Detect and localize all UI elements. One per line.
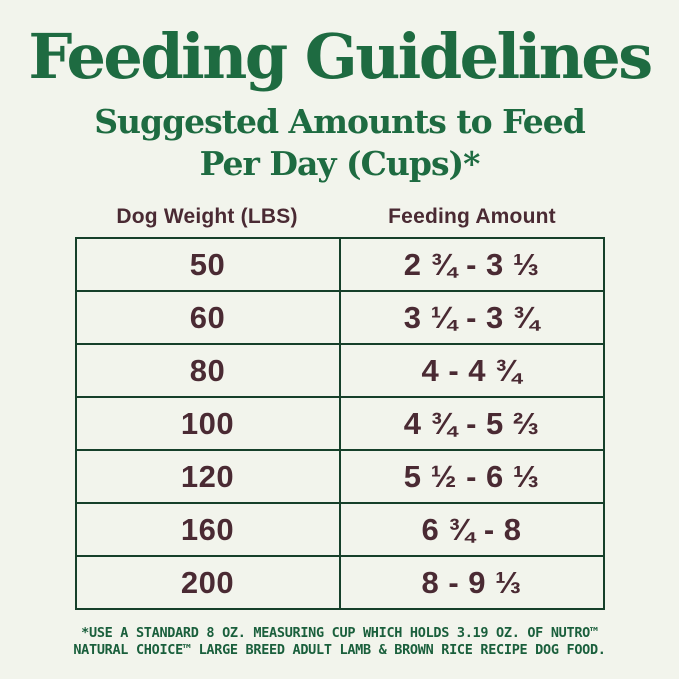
table-column-headers: Dog Weight (LBS) Feeding Amount <box>75 205 605 229</box>
subtitle-line-2: Per Day (Cups)* <box>199 144 481 184</box>
dog-weight-cell: 120 <box>74 449 341 505</box>
feeding-amount-cell: 4 - 4 ¾ <box>338 343 605 399</box>
feeding-table: 50 2 ¾ - 3 ⅓ 60 3 ¼ - 3 ¾ 80 4 - 4 ¾ 100… <box>74 237 605 611</box>
table-row: 120 5 ½ - 6 ⅓ <box>74 449 605 505</box>
feeding-amount-cell: 4 ¾ - 5 ⅔ <box>338 396 605 452</box>
table-row: 80 4 - 4 ¾ <box>74 343 605 399</box>
table-row: 160 6 ¾ - 8 <box>74 502 605 558</box>
feeding-amount-cell: 2 ¾ - 3 ⅓ <box>338 237 605 293</box>
table-row: 50 2 ¾ - 3 ⅓ <box>74 237 605 293</box>
dog-weight-cell: 200 <box>74 555 341 611</box>
column-header-feeding-amount: Feeding Amount <box>388 205 556 229</box>
footnote: *USE A STANDARD 8 OZ. MEASURING CUP WHIC… <box>0 625 679 659</box>
dog-weight-cell: 160 <box>74 502 341 558</box>
dog-weight-cell: 100 <box>74 396 341 452</box>
footnote-line-1: *USE A STANDARD 8 OZ. MEASURING CUP WHIC… <box>81 625 598 642</box>
table-row: 60 3 ¼ - 3 ¾ <box>74 290 605 346</box>
feeding-amount-cell: 5 ½ - 6 ⅓ <box>338 449 605 505</box>
table-row: 100 4 ¾ - 5 ⅔ <box>74 396 605 452</box>
dog-weight-cell: 80 <box>74 343 341 399</box>
feeding-amount-cell: 8 - 9 ⅓ <box>338 555 605 611</box>
dog-weight-cell: 60 <box>74 290 341 346</box>
table-row: 200 8 - 9 ⅓ <box>74 555 605 611</box>
dog-weight-cell: 50 <box>74 237 341 293</box>
feeding-amount-cell: 3 ¼ - 3 ¾ <box>338 290 605 346</box>
subtitle-line-1: Suggested Amounts to Feed <box>94 102 586 142</box>
page-subtitle: Suggested Amounts to Feed Per Day (Cups)… <box>0 101 679 185</box>
footnote-line-2: NATURAL CHOICE™ LARGE BREED ADULT LAMB &… <box>73 642 606 659</box>
page-title: Feeding Guidelines <box>28 20 653 93</box>
feeding-amount-cell: 6 ¾ - 8 <box>338 502 605 558</box>
column-header-dog-weight: Dog Weight (LBS) <box>116 205 298 229</box>
